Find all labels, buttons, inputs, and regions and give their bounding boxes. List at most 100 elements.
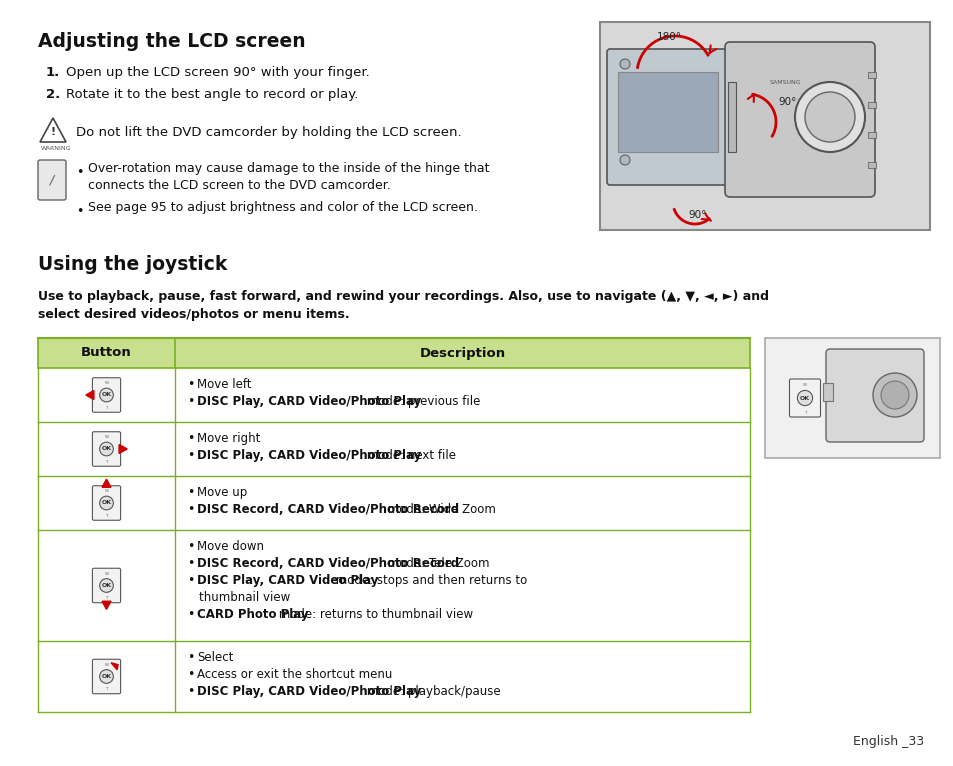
Text: OK: OK (101, 447, 112, 451)
Text: mode: next file: mode: next file (363, 449, 456, 462)
Circle shape (797, 391, 812, 406)
Polygon shape (119, 444, 127, 453)
Bar (764, 338, 939, 458)
Text: mode: Tele Zoom: mode: Tele Zoom (384, 557, 489, 570)
Text: •: • (187, 486, 194, 499)
Circle shape (99, 388, 113, 402)
Text: W: W (104, 435, 109, 439)
Text: Open up the LCD screen 90° with your finger.: Open up the LCD screen 90° with your fin… (66, 66, 370, 79)
Bar (38, 476, 749, 530)
FancyBboxPatch shape (724, 42, 874, 197)
Circle shape (872, 373, 916, 417)
Text: W: W (104, 381, 109, 385)
Text: T: T (105, 687, 108, 691)
Text: Description: Description (419, 346, 505, 359)
Text: OK: OK (101, 583, 112, 588)
Text: T: T (105, 460, 108, 463)
Text: T: T (105, 514, 108, 518)
FancyBboxPatch shape (92, 568, 120, 603)
Text: mode: Wide Zoom: mode: Wide Zoom (384, 503, 496, 516)
Bar (727, 82, 735, 152)
Text: 180°: 180° (657, 32, 681, 42)
Circle shape (880, 381, 908, 409)
Circle shape (794, 82, 864, 152)
Text: •: • (187, 608, 194, 621)
Text: Move left: Move left (196, 378, 252, 391)
Circle shape (619, 59, 629, 69)
Text: 90°: 90° (687, 210, 705, 220)
Polygon shape (102, 480, 111, 487)
Text: •: • (187, 449, 194, 462)
Bar (38, 368, 749, 422)
Text: •: • (187, 432, 194, 445)
Text: •: • (187, 540, 194, 553)
Text: •: • (187, 395, 194, 408)
Text: OK: OK (101, 674, 112, 679)
Text: Button: Button (81, 346, 132, 359)
Polygon shape (86, 391, 93, 399)
FancyBboxPatch shape (92, 378, 120, 412)
Text: W: W (104, 489, 109, 493)
Bar (867, 162, 875, 168)
Text: OK: OK (800, 395, 809, 401)
Bar (867, 132, 875, 138)
Polygon shape (102, 601, 111, 609)
Text: /: / (50, 174, 54, 186)
Text: 2.: 2. (46, 88, 60, 101)
Text: Select: Select (196, 651, 233, 664)
Text: T: T (105, 406, 108, 410)
Bar (38, 338, 749, 368)
Text: 90°: 90° (778, 97, 796, 107)
Text: Access or exit the shortcut menu: Access or exit the shortcut menu (196, 668, 392, 681)
Text: mode: stops and then returns to: mode: stops and then returns to (332, 574, 527, 587)
Text: Move down: Move down (196, 540, 264, 553)
Text: mode: returns to thumbnail view: mode: returns to thumbnail view (274, 608, 473, 621)
FancyBboxPatch shape (789, 379, 820, 417)
Text: •: • (187, 557, 194, 570)
Circle shape (99, 442, 113, 456)
Text: •: • (187, 503, 194, 516)
Text: thumbnail view: thumbnail view (199, 591, 290, 604)
Text: connects the LCD screen to the DVD camcorder.: connects the LCD screen to the DVD camco… (88, 179, 391, 192)
Text: CARD Photo Play: CARD Photo Play (196, 608, 308, 621)
Bar (822, 383, 832, 401)
Text: See page 95 to adjust brightness and color of the LCD screen.: See page 95 to adjust brightness and col… (88, 201, 477, 214)
Text: •: • (76, 205, 83, 218)
Text: W: W (104, 571, 109, 576)
Text: •: • (187, 685, 194, 698)
Polygon shape (40, 118, 66, 142)
Circle shape (619, 155, 629, 165)
FancyBboxPatch shape (92, 660, 120, 694)
Text: •: • (187, 668, 194, 681)
Circle shape (804, 92, 854, 142)
Text: DISC Record, CARD Video/Photo Record: DISC Record, CARD Video/Photo Record (196, 557, 458, 570)
FancyBboxPatch shape (92, 432, 120, 466)
Bar (38, 422, 749, 476)
Text: T: T (105, 596, 108, 601)
Text: OK: OK (101, 500, 112, 506)
Text: !: ! (51, 127, 55, 137)
FancyBboxPatch shape (825, 349, 923, 442)
Text: Move right: Move right (196, 432, 260, 445)
Text: Rotate it to the best angle to record or play.: Rotate it to the best angle to record or… (66, 88, 358, 101)
Text: DISC Play, CARD Video/Photo Play: DISC Play, CARD Video/Photo Play (196, 449, 421, 462)
Text: Use to playback, pause, fast forward, and rewind your recordings. Also, use to n: Use to playback, pause, fast forward, an… (38, 290, 768, 303)
Text: DISC Play, CARD Video Play: DISC Play, CARD Video Play (196, 574, 378, 587)
Text: WARNING: WARNING (41, 146, 71, 151)
Text: T: T (803, 411, 805, 414)
Bar (38, 641, 749, 712)
FancyBboxPatch shape (606, 49, 732, 185)
Text: mode: previous file: mode: previous file (363, 395, 480, 408)
Text: Do not lift the DVD camcorder by holding the LCD screen.: Do not lift the DVD camcorder by holding… (76, 126, 461, 139)
Bar (38, 530, 749, 641)
Text: •: • (187, 378, 194, 391)
Text: select desired videos/photos or menu items.: select desired videos/photos or menu ite… (38, 308, 349, 321)
Bar (618, 72, 718, 152)
Text: Adjusting the LCD screen: Adjusting the LCD screen (38, 32, 305, 51)
Text: DISC Record, CARD Video/Photo Record: DISC Record, CARD Video/Photo Record (196, 503, 458, 516)
Text: •: • (76, 166, 83, 179)
Text: OK: OK (101, 392, 112, 398)
Text: W: W (802, 382, 806, 387)
FancyBboxPatch shape (38, 160, 66, 200)
Circle shape (99, 496, 113, 510)
